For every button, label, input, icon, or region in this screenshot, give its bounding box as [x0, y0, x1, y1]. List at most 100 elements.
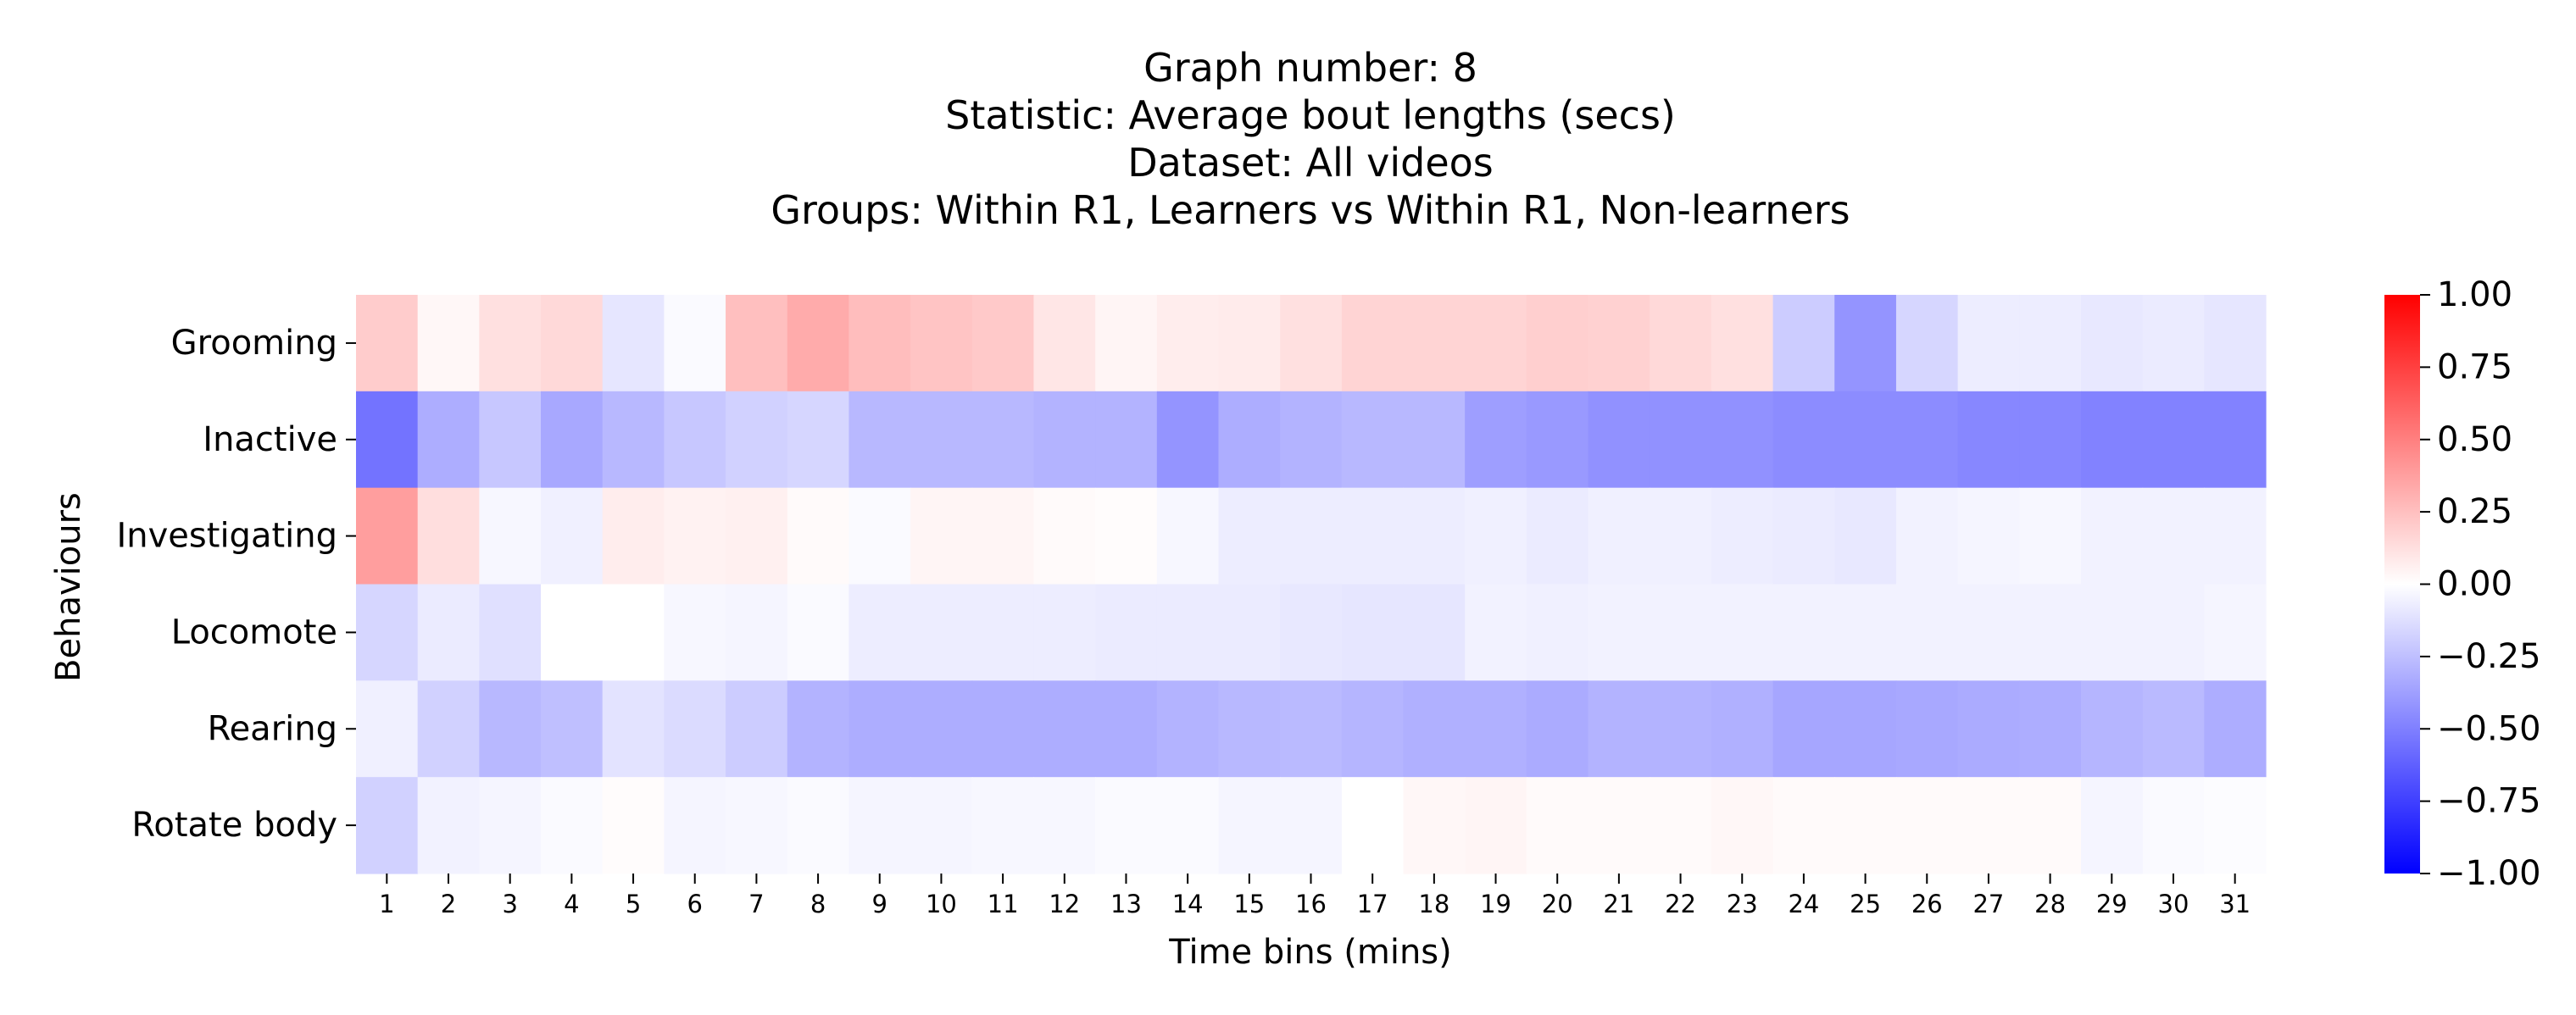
heatmap-cell: [1403, 391, 1466, 489]
heatmap-cell: [1650, 295, 1712, 392]
heatmap-cell: [787, 487, 850, 585]
heatmap-cell: [1588, 777, 1650, 874]
heatmap-cell: [479, 584, 542, 681]
heatmap-cell: [541, 777, 604, 874]
heatmap-cell: [602, 487, 665, 585]
x-tick-label: 9: [872, 890, 887, 918]
heatmap-cell: [2142, 680, 2205, 778]
heatmap-cell: [1465, 584, 1527, 681]
heatmap-cell: [1033, 584, 1096, 681]
heatmap-cell: [602, 391, 665, 489]
heatmap-cell: [2142, 487, 2205, 585]
x-tick-labels: 1 2 3 4 5 6 7 8 9 10 11 12 13 14 15 16 17 18 19 20 21 22 23 24 2…: [379, 874, 2251, 918]
heatmap-cell: [479, 487, 542, 585]
heatmap-cell: [417, 777, 480, 874]
heatmap-cell: [1280, 680, 1343, 778]
x-tick-label: 10: [926, 890, 957, 918]
heatmap-cell: [1156, 487, 1220, 585]
heatmap-cell: [971, 487, 1035, 585]
heatmap-cell: [848, 295, 911, 392]
heatmap-cell: [1588, 487, 1650, 585]
colorbar-tick-label: 0.75: [2437, 347, 2512, 386]
heatmap-cell: [848, 680, 911, 778]
x-tick-label: 3: [502, 890, 517, 918]
heatmap-cell: [417, 391, 480, 489]
colorbar-tick-label: −0.50: [2437, 709, 2541, 748]
heatmap-cell: [1650, 584, 1712, 681]
heatmap-cell: [910, 777, 973, 874]
x-tick-label: 31: [2219, 890, 2251, 918]
heatmap-cell: [1772, 487, 1835, 585]
heatmap-cell: [1341, 777, 1405, 874]
heatmap-cell: [2080, 391, 2144, 489]
heatmap-cell: [1465, 391, 1527, 489]
heatmap-cell: [1341, 487, 1405, 585]
colorbar-tick-label: 0.25: [2437, 492, 2512, 531]
heatmap-cell: [541, 680, 604, 778]
heatmap-cell: [1095, 295, 1158, 392]
heatmap-cell: [1095, 777, 1158, 874]
x-tick-label: 24: [1788, 890, 1819, 918]
heatmap-cell: [1834, 584, 1897, 681]
heatmap-cell: [664, 584, 726, 681]
colorbar: [2384, 295, 2420, 874]
heatmap-cell: [971, 680, 1035, 778]
heatmap-cell: [1465, 487, 1527, 585]
heatmap-cell: [2080, 487, 2144, 585]
x-tick-label: 8: [810, 890, 826, 918]
heatmap-cell: [1156, 584, 1220, 681]
heatmap-cell: [417, 295, 480, 392]
colorbar-tick-labels: 1.00 0.75 0.50 0.25 0.00 −0.25 −0.50 −0.75 −1.00: [2420, 275, 2541, 893]
x-tick-label: 13: [1110, 890, 1142, 918]
heatmap-cell: [848, 777, 911, 874]
heatmap-cell: [2080, 295, 2144, 392]
heatmap-cell: [479, 295, 542, 392]
colorbar-tick-label: 0.50: [2437, 420, 2512, 459]
x-tick-label: 23: [1727, 890, 1758, 918]
y-tick-label: Grooming: [171, 324, 337, 363]
heatmap-cell: [1218, 487, 1281, 585]
heatmap-cell: [1711, 391, 1774, 489]
heatmap-cell: [1341, 680, 1405, 778]
heatmap-cell: [2019, 487, 2082, 585]
heatmap-cell: [726, 391, 788, 489]
heatmap-cell: [1403, 487, 1466, 585]
heatmap-cell: [971, 777, 1035, 874]
heatmap-cell: [2019, 680, 2082, 778]
x-tick-label: 20: [1542, 890, 1573, 918]
heatmap-cell: [1095, 584, 1158, 681]
heatmap-cell: [1650, 680, 1712, 778]
x-tick-label: 30: [2158, 890, 2189, 918]
heatmap-cell: [848, 584, 911, 681]
heatmap-cell: [1033, 680, 1096, 778]
heatmap-cell: [2019, 777, 2082, 874]
heatmap-cell: [479, 680, 542, 778]
heatmap-cell: [726, 487, 788, 585]
heatmap-cell: [1341, 391, 1405, 489]
heatmap-cell: [356, 391, 419, 489]
heatmap-cell: [417, 584, 480, 681]
heatmap-cell: [910, 487, 973, 585]
x-tick-label: 22: [1665, 890, 1696, 918]
heatmap-cell: [1772, 680, 1835, 778]
x-tick-label: 18: [1418, 890, 1449, 918]
heatmap-cell: [1834, 391, 1897, 489]
heatmap-cell: [1834, 487, 1897, 585]
heatmap-cell: [726, 680, 788, 778]
heatmap-cell: [1526, 680, 1589, 778]
heatmap-cell: [1957, 295, 2020, 392]
heatmap-cell: [1095, 487, 1158, 585]
heatmap-cell: [910, 680, 973, 778]
heatmap-cell: [2142, 777, 2205, 874]
heatmap-cell: [1957, 777, 2020, 874]
heatmap-cell: [1895, 295, 1959, 392]
heatmap-cell: [356, 487, 419, 585]
heatmap-cell: [1650, 777, 1712, 874]
heatmap-cell: [1895, 680, 1959, 778]
heatmap-cell: [971, 295, 1035, 392]
x-tick-label: 26: [1911, 890, 1943, 918]
heatmap-cell: [2142, 391, 2205, 489]
heatmap-cell: [2142, 295, 2205, 392]
heatmap-cell: [1403, 777, 1466, 874]
